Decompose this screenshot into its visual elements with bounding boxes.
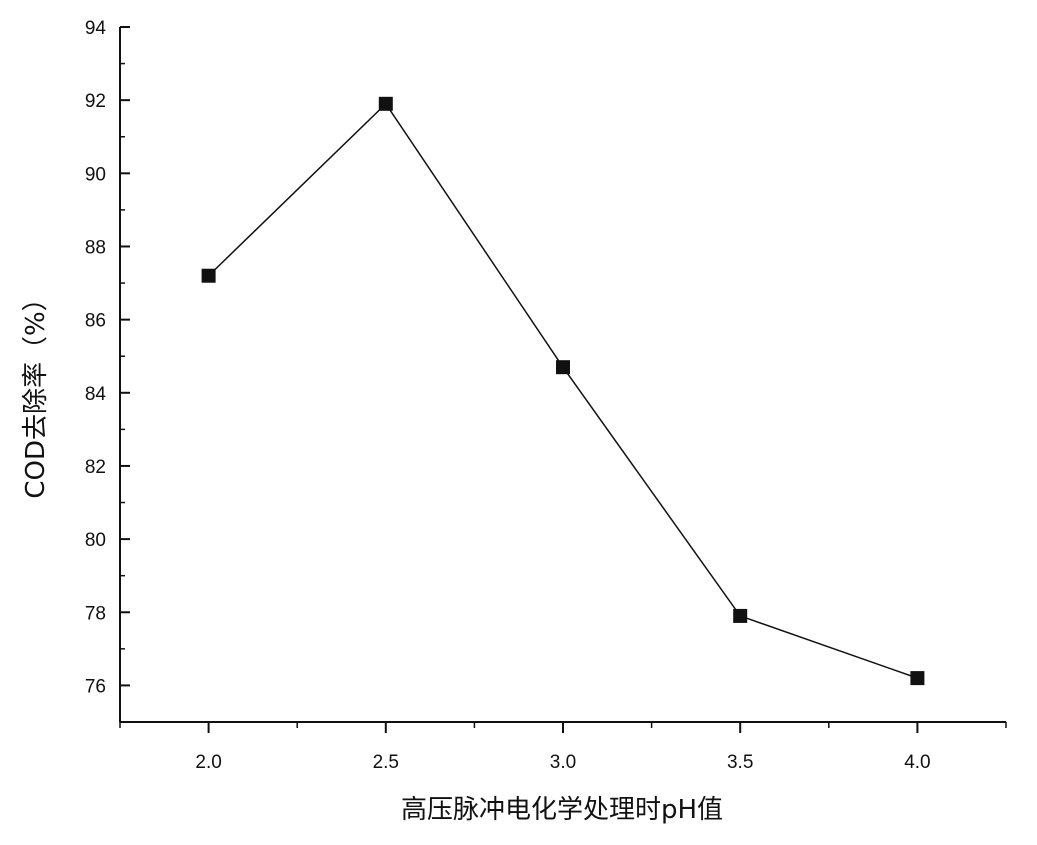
x-tick-label: 4.0 xyxy=(904,752,930,773)
x-axis-title: 高压脉冲电化学处理时pH值 xyxy=(401,795,723,825)
x-tick-label: 2.0 xyxy=(195,752,221,773)
data-point-marker xyxy=(556,360,570,375)
series-layer xyxy=(201,96,925,686)
data-point-marker xyxy=(201,268,216,283)
data-point-marker xyxy=(910,671,925,686)
y-tick-label: 76 xyxy=(85,676,106,697)
axes: 76 78 80 82 84 86 88 90 92 94 2.0 2.5 3.0 3.5 4.0 xyxy=(85,18,1007,773)
y-tick-label: 78 xyxy=(85,603,106,624)
series-line xyxy=(208,102,918,679)
y-tick-label: 86 xyxy=(85,311,106,332)
y-tick-label: 84 xyxy=(85,384,107,405)
y-tick-label: 94 xyxy=(85,18,107,39)
data-point-marker xyxy=(378,96,393,111)
y-tick-label: 90 xyxy=(85,164,106,185)
y-tick-label: 82 xyxy=(85,457,106,478)
x-tick-label: 2.5 xyxy=(373,752,399,773)
data-point-marker xyxy=(733,608,748,623)
y-tick-label: 80 xyxy=(85,530,106,551)
y-axis-title: COD去除率（%） xyxy=(21,285,51,498)
x-tick-label: 3.5 xyxy=(727,752,753,773)
x-tick-label: 3.0 xyxy=(550,752,576,773)
y-tick-label: 88 xyxy=(85,237,106,258)
y-tick-label: 92 xyxy=(85,91,106,112)
